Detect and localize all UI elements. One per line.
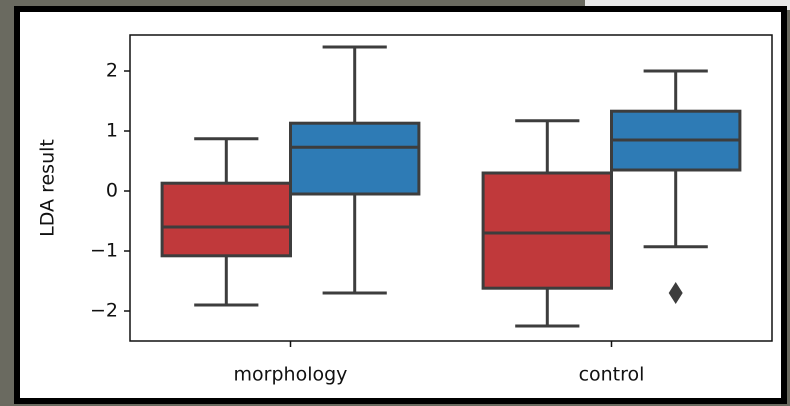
panel [17,9,784,401]
page: LDA result −2−1012morphologycontrol (() … [0,0,790,406]
y-tick-label: 0 [106,180,118,202]
y-tick-label: 2 [106,60,118,82]
box [291,123,419,194]
x-tick-label: control [579,364,645,386]
y-tick-label: 1 [106,120,118,142]
x-tick-label: morphology [234,364,348,386]
box [483,173,611,288]
chart: LDA result −2 −1 0 1 2 morphology control [0,0,790,406]
y-tick-label: −1 [90,240,118,262]
y-axis-label: LDA result [37,139,59,237]
y-tick-label: −2 [90,300,118,322]
box [162,183,290,256]
